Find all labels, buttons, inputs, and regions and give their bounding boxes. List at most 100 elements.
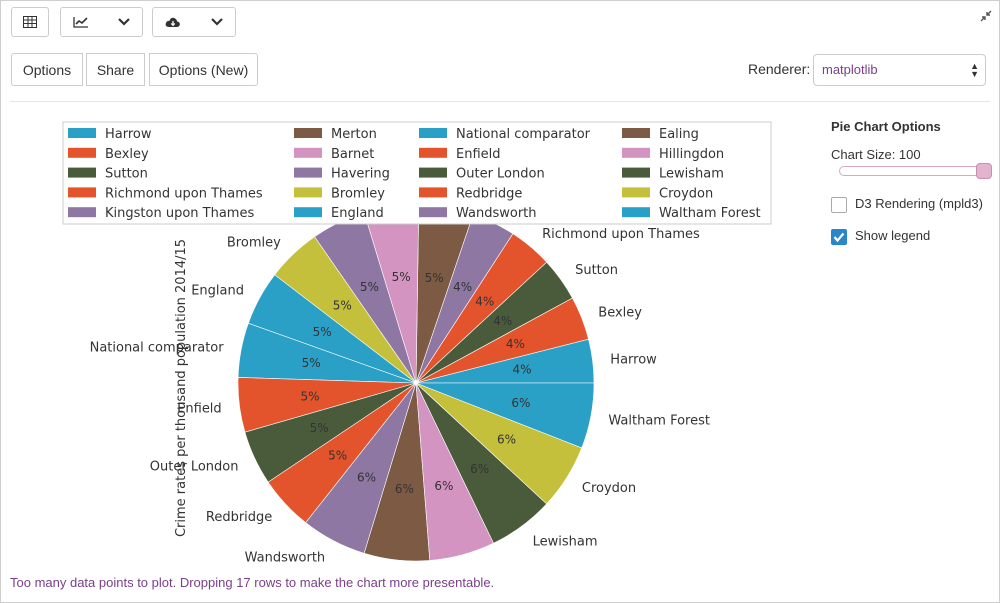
pie-pct-label: 4% [453, 280, 472, 294]
legend-entry: Sutton [105, 167, 148, 182]
legend-entry: Wandsworth [456, 206, 537, 221]
legend-swatch [419, 207, 447, 218]
legend-entry: Havering [331, 167, 390, 182]
legend-swatch [68, 187, 96, 198]
pie-pct-label: 4% [493, 314, 512, 328]
pie-slice-label: England [191, 284, 244, 299]
pie-pct-label: 5% [425, 271, 444, 285]
pie-slice-label: Bexley [598, 306, 642, 321]
legend-entry: Bexley [105, 147, 149, 162]
cloud-download-icon [165, 17, 180, 27]
pie-chart: 4% Harrow 4% Bexley 4% Sutton 4% Richmond upon … [62, 121, 772, 566]
legend-entry: National comparator [456, 127, 591, 142]
pie-pct-label: 5% [310, 421, 329, 435]
line-chart-icon [73, 17, 88, 28]
d3-rendering-label: D3 Rendering (mpld3) [855, 196, 983, 211]
table-view-button[interactable] [11, 7, 49, 37]
legend-swatch [68, 207, 96, 218]
legend-entry: Richmond upon Thames [105, 186, 263, 201]
pie-pct-label: 5% [392, 270, 411, 284]
pie-pct-label: 5% [328, 449, 347, 463]
chart-size-label: Chart Size: 100 [831, 147, 921, 162]
pie-slice-label: Croydon [582, 481, 636, 496]
checkmark-icon [833, 232, 845, 243]
legend-entry: Lewisham [659, 167, 724, 182]
table-grid-icon [23, 16, 37, 28]
dropped-rows-note: Too many data points to plot. Dropping 1… [10, 575, 495, 590]
legend-entry: Ealing [659, 127, 699, 142]
download-dropdown[interactable] [152, 7, 236, 37]
pie-pct-label: 6% [470, 462, 489, 476]
legend-entry: Kingston upon Thames [105, 206, 254, 221]
legend-swatch [68, 128, 96, 138]
pie-slice-label: Redbridge [206, 510, 272, 525]
legend-entry: Barnet [331, 147, 374, 162]
legend-swatch [419, 128, 447, 138]
legend-swatch [622, 207, 650, 218]
pie-chart-options-title: Pie Chart Options [831, 119, 941, 134]
legend-swatch [622, 167, 650, 178]
select-arrows-icon: ▲ ▼ [970, 61, 979, 79]
legend-swatch [294, 167, 322, 178]
show-legend-checkbox[interactable] [831, 229, 847, 245]
pie-pct-label: 6% [497, 433, 516, 447]
legend-entry: Croydon [659, 186, 713, 201]
options-button[interactable]: Options [11, 53, 83, 86]
pie-slice-label: Harrow [610, 353, 657, 368]
legend-swatch [419, 147, 447, 158]
legend-swatch [622, 128, 650, 138]
pie-slice-label: Waltham Forest [608, 413, 710, 428]
pie-pct-label: 6% [511, 396, 530, 410]
legend-swatch [294, 147, 322, 158]
pie-pct-label: 5% [300, 389, 319, 403]
legend-entry: Enfield [456, 147, 501, 162]
legend-entry: Merton [331, 127, 377, 142]
chart-size-slider-thumb[interactable] [976, 163, 992, 179]
options-new-button[interactable]: Options (New) [149, 53, 258, 86]
legend-swatch [68, 167, 96, 178]
pie-pct-label: 4% [506, 337, 525, 351]
collapse-arrows-icon[interactable] [980, 10, 992, 22]
pie-pct-label: 5% [313, 325, 332, 339]
pie-pct-label: 6% [357, 471, 376, 485]
legend-entry: England [331, 206, 384, 221]
show-legend-label: Show legend [855, 228, 931, 243]
chart-ylabel: Crime rates per thousand population 2014… [174, 239, 189, 537]
share-button[interactable]: Share [86, 53, 145, 86]
chart-legend: Harrow Bexley Sutton Richmond upon Thames Ki… [62, 121, 772, 225]
pie-slice-waltham-forest [415, 382, 595, 449]
pie-pct-label: 6% [395, 482, 414, 496]
pie-slice-label: Bromley [227, 235, 281, 250]
legend-entry: Harrow [105, 127, 152, 142]
pie-pct-label: 5% [333, 299, 352, 313]
pie-slice-label: Richmond upon Thames [542, 227, 700, 242]
chevron-down-icon [211, 18, 223, 26]
pie-pct-label: 4% [475, 294, 494, 308]
pie-slice-label: National comparator [90, 341, 225, 356]
legend-entry: Bromley [331, 186, 385, 201]
legend-entry: Hillingdon [659, 147, 724, 162]
pie-pct-label: 5% [302, 356, 321, 370]
legend-swatch [622, 147, 650, 158]
legend-swatch [622, 187, 650, 198]
pie-slice-label: Lewisham [533, 534, 598, 549]
legend-entry: Outer London [456, 167, 545, 182]
chart-size-slider[interactable] [839, 163, 992, 179]
legend-entry: Redbridge [456, 186, 522, 201]
chart-type-dropdown[interactable] [60, 7, 143, 37]
legend-swatch [294, 207, 322, 218]
d3-rendering-checkbox[interactable] [831, 197, 847, 213]
pie-pct-label: 6% [434, 479, 453, 493]
chevron-down-icon [118, 18, 130, 26]
pie-slice-label: Wandsworth [245, 551, 326, 566]
legend-swatch [294, 128, 322, 138]
legend-swatch [419, 187, 447, 198]
pie-slice-label: Enfield [177, 401, 222, 416]
pie-pct-label: 5% [360, 280, 379, 294]
legend-swatch [419, 167, 447, 178]
legend-swatch [294, 187, 322, 198]
renderer-select-value: matplotlib [822, 62, 878, 77]
renderer-label: Renderer: [748, 61, 811, 77]
legend-swatch [68, 147, 96, 158]
renderer-select[interactable]: matplotlib ▲ ▼ [813, 54, 986, 86]
